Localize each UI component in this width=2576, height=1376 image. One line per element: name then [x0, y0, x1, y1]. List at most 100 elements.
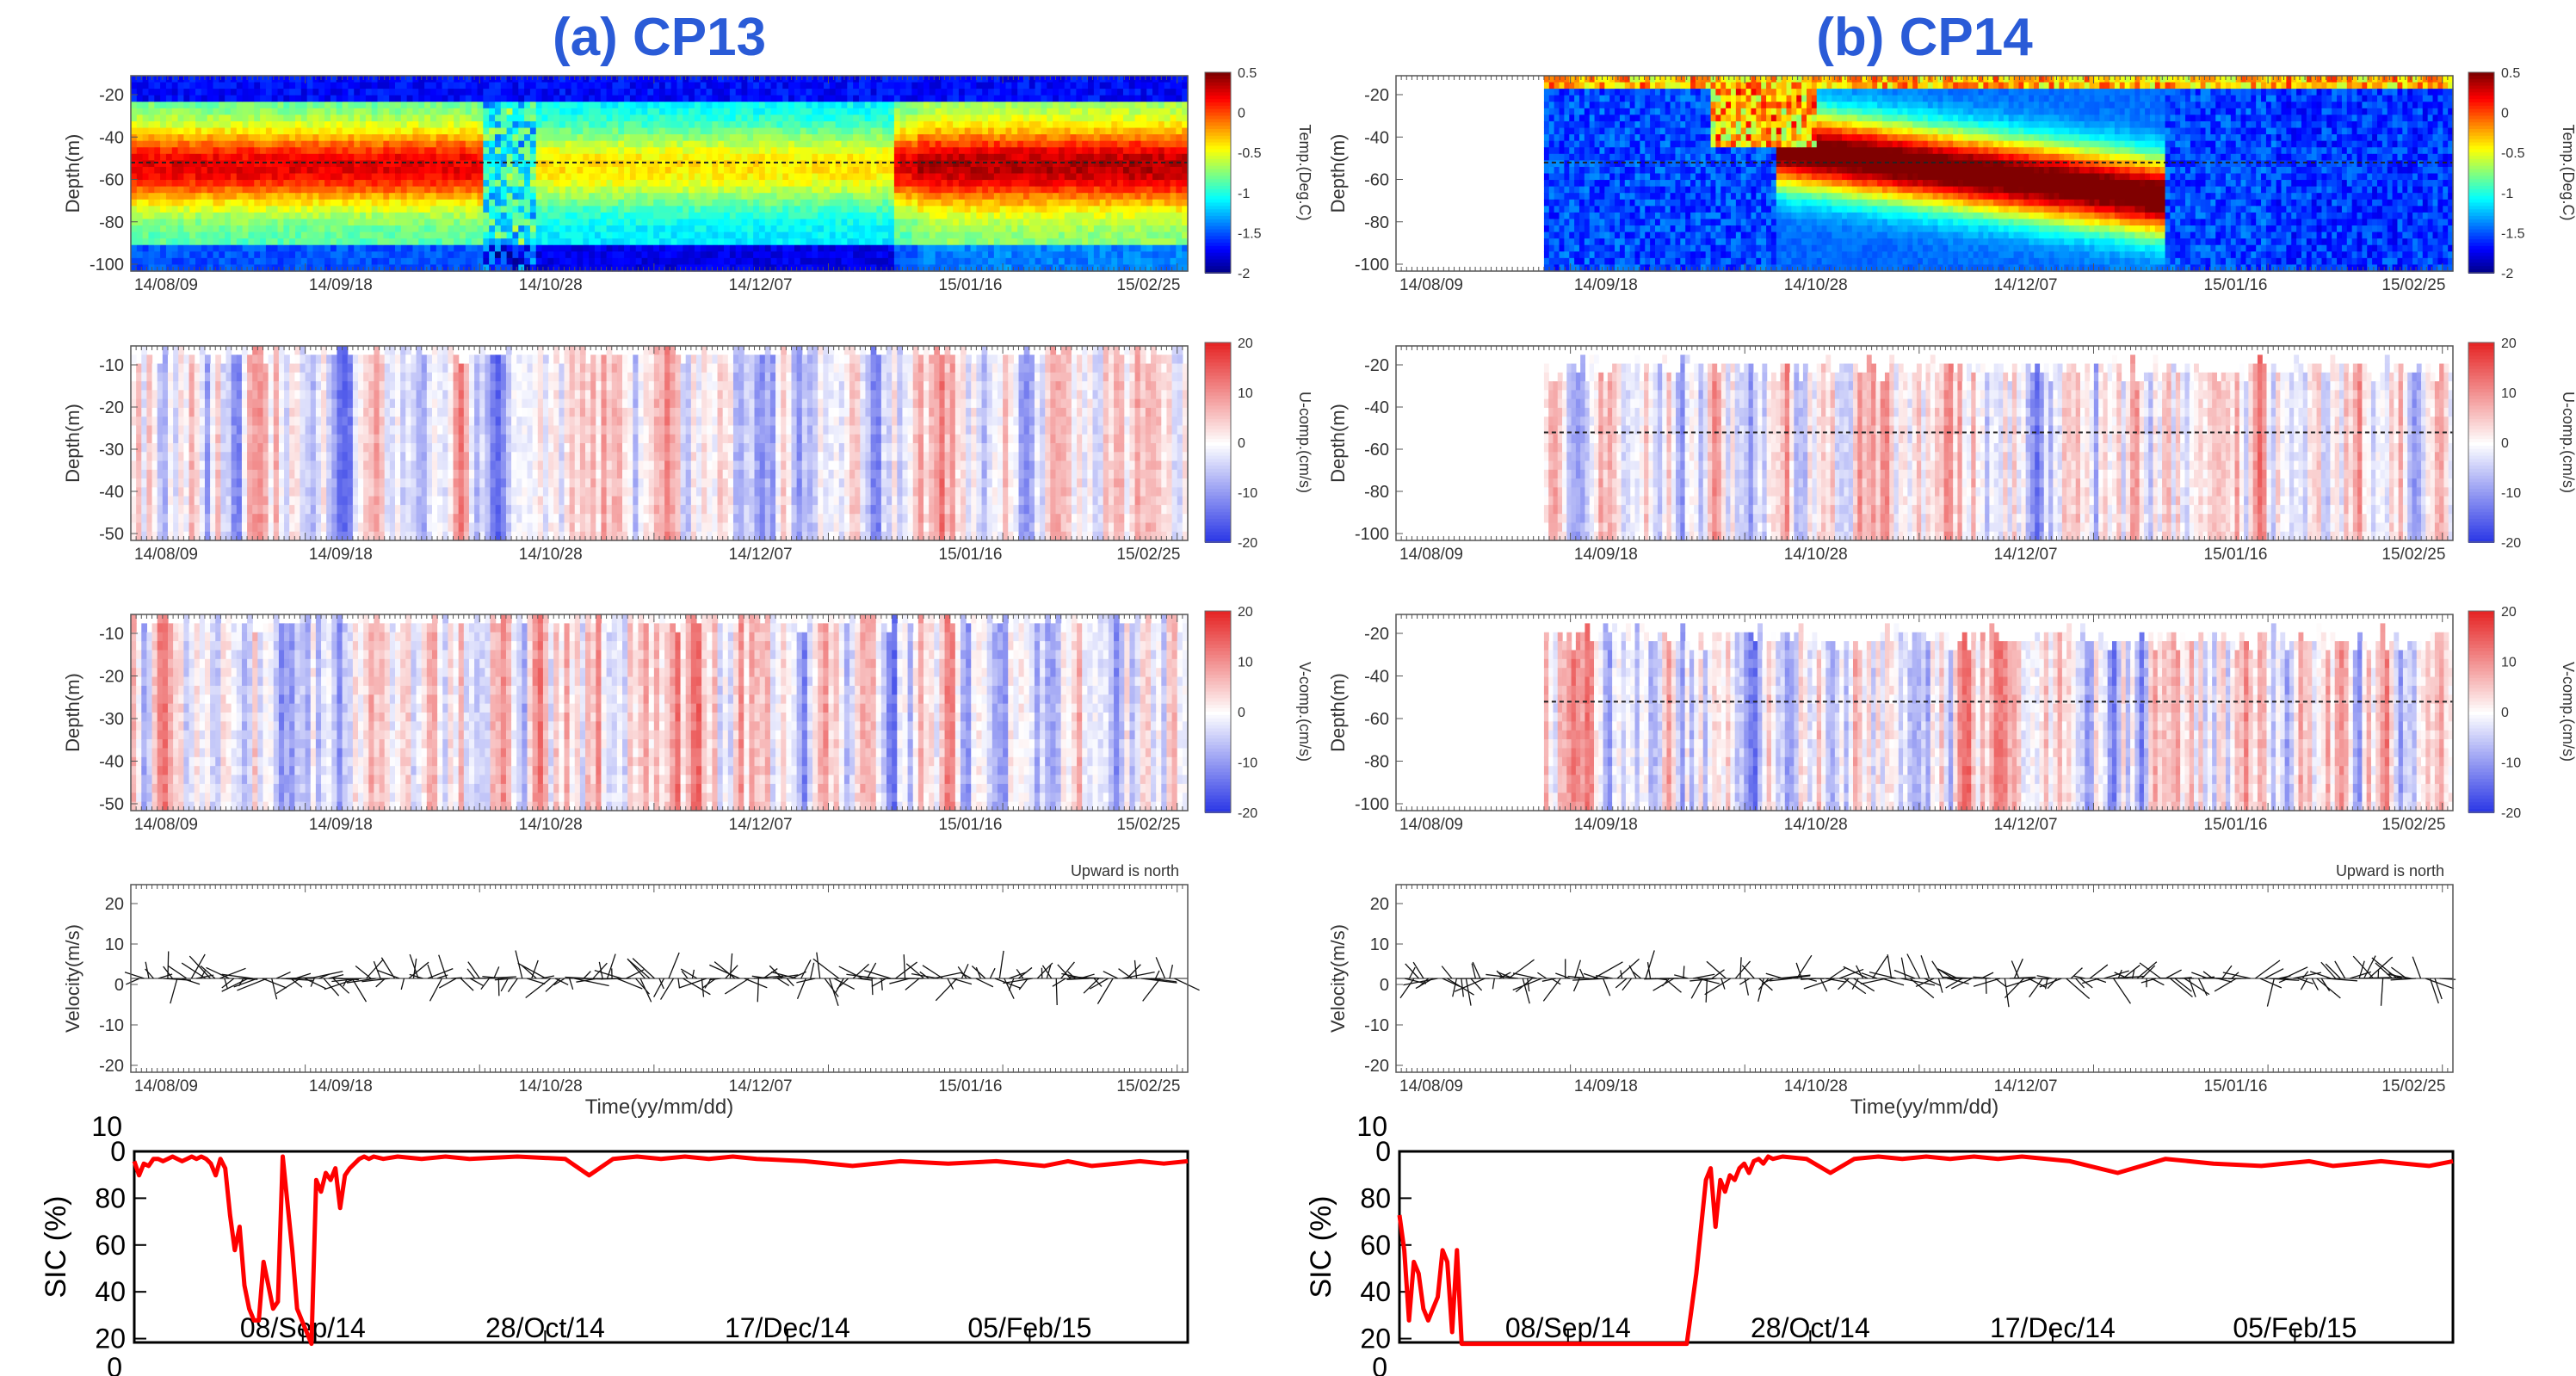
heatmap-cell — [131, 96, 137, 102]
heatmap-cell — [307, 232, 313, 239]
heatmap-cell — [372, 206, 378, 213]
heatmap-cell — [295, 180, 301, 187]
heatmap-cell — [330, 147, 337, 154]
heatmap-cell — [312, 193, 318, 200]
heatmap-cell — [330, 251, 337, 258]
heatmap-cell — [343, 114, 349, 121]
heatmap-cell — [324, 154, 330, 161]
heatmap-cell — [213, 154, 219, 161]
heatmap-cell — [189, 141, 195, 148]
heatmap-cell — [243, 174, 249, 181]
heatmap-cell — [237, 141, 243, 148]
heatmap-cell — [318, 219, 324, 225]
heatmap-cell — [343, 245, 349, 252]
heatmap-cell — [343, 180, 349, 187]
heatmap-cell — [143, 108, 149, 115]
heatmap-cell — [143, 225, 149, 232]
heatmap-cell — [343, 96, 349, 102]
heatmap-cell — [330, 180, 337, 187]
heatmap-cell — [289, 219, 295, 225]
heatmap-cell — [330, 141, 337, 148]
heatmap-cell — [318, 258, 324, 265]
heatmap-cell — [207, 225, 213, 232]
heatmap-cell — [278, 187, 284, 194]
heatmap-cell — [360, 225, 366, 232]
heatmap-cell — [160, 147, 166, 154]
heatmap-cell — [243, 96, 249, 102]
heatmap-cell — [372, 89, 378, 96]
heatmap-cell — [378, 180, 384, 187]
heatmap-cell — [154, 232, 160, 239]
heatmap-cell — [289, 102, 295, 108]
heatmap-cell — [231, 128, 237, 135]
heatmap-cell — [219, 83, 225, 89]
heatmap-cell — [254, 258, 260, 265]
heatmap-cell — [166, 245, 172, 252]
heatmap-cell — [366, 200, 372, 207]
heatmap-cell — [348, 108, 354, 115]
heatmap-cell — [366, 141, 372, 148]
heatmap-cell — [148, 167, 154, 174]
heatmap-cell — [260, 238, 266, 245]
heatmap-cell — [318, 160, 324, 167]
heatmap-cell — [172, 213, 178, 219]
heatmap-cell — [318, 114, 324, 121]
heatmap-cell — [213, 213, 219, 219]
heatmap-cell — [183, 174, 189, 181]
heatmap-cell — [201, 96, 207, 102]
heatmap-cell — [266, 76, 272, 83]
heatmap-cell — [178, 134, 184, 141]
heatmap-cell — [243, 258, 249, 265]
heatmap-cell — [372, 160, 378, 167]
heatmap-cell — [272, 180, 278, 187]
heatmap-cell — [307, 96, 313, 102]
heatmap-cell — [213, 160, 219, 167]
heatmap-cell — [278, 83, 284, 89]
heatmap-cell — [354, 128, 360, 135]
heatmap-cell — [243, 154, 249, 161]
heatmap-cell — [295, 245, 301, 252]
heatmap-cell — [272, 238, 278, 245]
heatmap-cell — [166, 174, 172, 181]
heatmap-cell — [318, 108, 324, 115]
heatmap-cell — [189, 187, 195, 194]
heatmap-cell — [289, 251, 295, 258]
panel-title: (b) CP14 — [1816, 8, 2033, 67]
heatmap-cell — [278, 180, 284, 187]
panel-title: (a) CP13 — [553, 8, 766, 67]
heatmap-cell — [183, 96, 189, 102]
heatmap-cell — [172, 245, 178, 252]
heatmap-cell — [166, 251, 172, 258]
heatmap-cell — [243, 147, 249, 154]
heatmap-cell — [201, 154, 207, 161]
heatmap-cell — [131, 128, 137, 135]
heatmap-cell — [148, 102, 154, 108]
heatmap-cell — [330, 238, 337, 245]
heatmap-cell — [260, 219, 266, 225]
heatmap-cell — [225, 96, 231, 102]
heatmap-cell — [183, 167, 189, 174]
heatmap-cell — [131, 213, 137, 219]
heatmap-cell — [337, 160, 343, 167]
heatmap-cell — [178, 180, 184, 187]
heatmap-cell — [154, 238, 160, 245]
heatmap-cell — [330, 102, 337, 108]
heatmap-cell — [183, 258, 189, 265]
heatmap-cell — [201, 108, 207, 115]
heatmap-cell — [366, 213, 372, 219]
heatmap-cell — [266, 238, 272, 245]
heatmap-cell — [231, 154, 237, 161]
heatmap-cell — [137, 83, 143, 89]
heatmap-cell — [337, 128, 343, 135]
heatmap-cell — [337, 232, 343, 239]
heatmap-cell — [360, 245, 366, 252]
heatmap-cell — [278, 134, 284, 141]
heatmap-cell — [254, 114, 260, 121]
heatmap-cell — [131, 193, 137, 200]
heatmap-cell — [378, 96, 384, 102]
heatmap-cell — [189, 167, 195, 174]
heatmap-cell — [307, 258, 313, 265]
heatmap-cell — [172, 114, 178, 121]
heatmap-cell — [337, 102, 343, 108]
heatmap-cell — [266, 121, 272, 128]
